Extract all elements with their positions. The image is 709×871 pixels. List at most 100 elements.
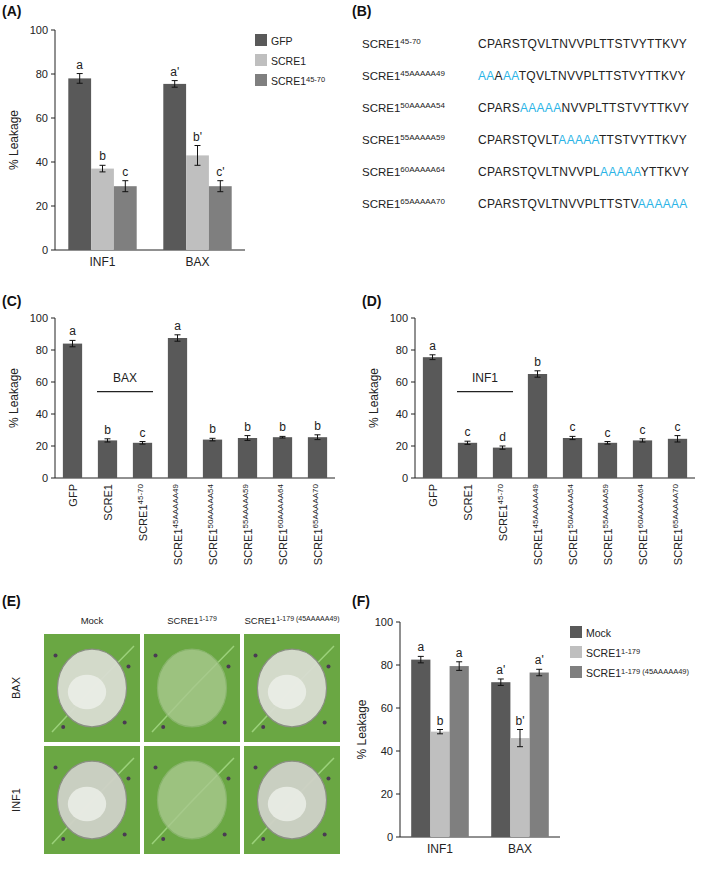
y-tick [411, 318, 415, 319]
annotation: INF1 [472, 371, 498, 385]
significance-letter: c [140, 426, 146, 440]
residues: CPARSTQVLTNVVPL [478, 165, 600, 179]
x-tick-label: SCRE145-70 [136, 483, 149, 541]
error-cap [465, 444, 471, 445]
sequence: CPARSTQVLTNVVPLTTSTVYTTKVY [478, 37, 687, 51]
error-cap [70, 340, 76, 341]
error-cap [536, 669, 542, 670]
y-tick [411, 382, 415, 383]
x-tick-label: SCRE145AAAAA49 [531, 483, 544, 565]
significance-letter: a' [535, 653, 544, 667]
annotation-line [457, 391, 513, 392]
marks [63, 335, 327, 478]
sequence: AAAAATQVLTNVVPLTTSTVYTTKVY [478, 69, 686, 83]
y-tick-label: 40 [36, 156, 48, 168]
significance-letter: a' [170, 65, 179, 79]
residues: CPARSTQVLTNVVPLTTSTV [478, 197, 638, 211]
error-cap [175, 341, 181, 342]
error-cap [498, 685, 504, 686]
bar [598, 443, 617, 478]
label-base: SCRE1 [277, 528, 289, 565]
column-label: SCRE11-179 [167, 615, 217, 626]
panel-label: (A) [2, 3, 21, 19]
y-axis-title: % Leakage [355, 699, 369, 759]
error-stem [102, 165, 103, 172]
label-base: SCRE1 [602, 528, 614, 565]
legend-label: SCRE145-70 [271, 75, 325, 87]
error-cap [418, 656, 424, 657]
label-superscript: 60AAAAA64 [400, 165, 445, 174]
error-bar [430, 355, 436, 360]
mutated-residues: AA [478, 69, 495, 83]
x-tick-label: SCRE165AAAAA70 [671, 483, 684, 565]
label-superscript: 1-179 (45AAAAA49) [276, 615, 339, 623]
error-cap [570, 436, 576, 437]
label-superscript: 45-70 [306, 75, 325, 84]
y-tick [396, 708, 400, 709]
error-bar [100, 165, 106, 172]
significance-letter: b [279, 420, 286, 434]
error-bar [105, 439, 111, 442]
error-cap [315, 434, 321, 435]
x-tick-label: SCRE155AAAAA59 [601, 483, 614, 565]
leaf-photo [44, 634, 140, 742]
significance-letter: a [429, 339, 436, 353]
error-stem [79, 74, 80, 84]
x-tick-label: SCRE150AAAAA54 [206, 483, 219, 565]
sequence: CPARSTQVLTNVVPLAAAAAYTTKVY [478, 165, 689, 179]
leaf-photo [244, 634, 340, 742]
x-tick-label: GFP [427, 484, 439, 507]
y-tick-label: 20 [36, 200, 48, 212]
significance-letter: b' [193, 130, 202, 144]
x-tick-label: SCRE165AAAAA70 [311, 483, 324, 565]
label-superscript: 55AAAAA59 [601, 483, 610, 528]
y-tick [396, 794, 400, 795]
error-cap [105, 438, 111, 439]
y-tick-label: 20 [36, 440, 48, 452]
y-tick-label: 60 [396, 376, 408, 388]
leaf-photo [144, 746, 240, 854]
error-cap [640, 438, 646, 439]
error-bar [640, 439, 646, 442]
y-tick [51, 318, 55, 319]
label-base: SCRE1 [242, 528, 254, 565]
label-base: SCRE1 [244, 615, 276, 626]
error-stem [125, 181, 126, 192]
error-bar [418, 656, 424, 662]
y-tick [51, 162, 55, 163]
error-bar [172, 81, 178, 88]
significance-letter: a' [496, 663, 505, 677]
y-tick [51, 350, 55, 351]
marker-dot [223, 833, 227, 837]
marker-dot [261, 837, 265, 841]
sequence: CPARSTQVLTNVVPLTTSTVAAAAAA [478, 197, 688, 211]
label-superscript: 45-70 [400, 37, 421, 46]
marks [423, 355, 687, 478]
y-tick [51, 446, 55, 447]
legend-swatch [570, 646, 582, 658]
leaf-vein [52, 758, 134, 844]
marker-dot [261, 725, 265, 729]
error-cap [535, 377, 541, 378]
y-tick-label: 60 [36, 376, 48, 388]
significance-letter: c [122, 165, 128, 179]
lesion [157, 761, 226, 839]
y-tick [51, 478, 55, 479]
significance-letter: a [76, 58, 83, 72]
bar [430, 732, 449, 837]
error-cap [217, 180, 223, 181]
legend-swatch [570, 626, 582, 638]
label-superscript: 45AAAAA49 [531, 483, 540, 528]
error-cap [210, 438, 216, 439]
bar [563, 438, 582, 478]
row-label: INF1 [10, 788, 22, 812]
panel-label: (D) [362, 293, 381, 309]
column-label: Mock [81, 615, 104, 626]
significance-letter: c [570, 420, 576, 434]
bar [530, 673, 549, 837]
panel-label: (F) [352, 593, 370, 609]
error-bar [517, 730, 523, 747]
error-cap [640, 442, 646, 443]
label-superscript: 65AAAAA70 [400, 197, 445, 206]
residues: CPARS [478, 101, 520, 115]
